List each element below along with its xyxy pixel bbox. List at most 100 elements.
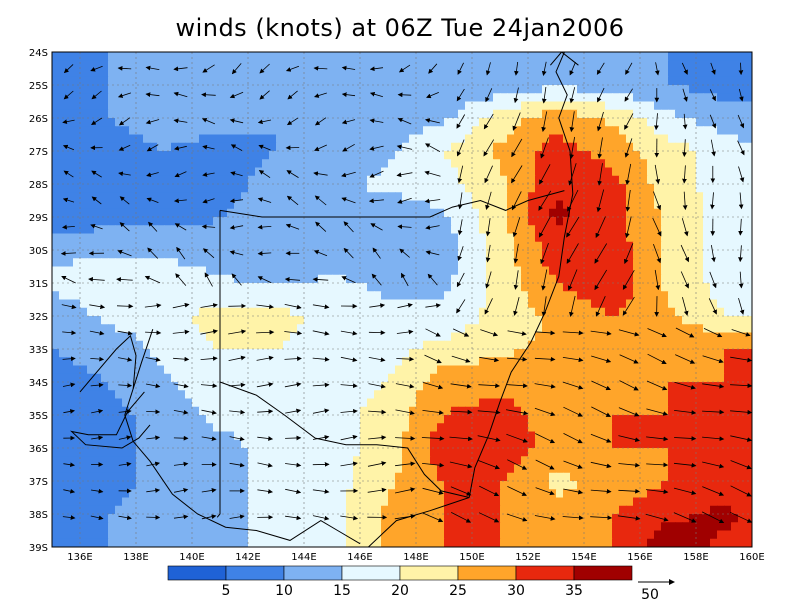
field-cell: [262, 431, 270, 441]
field-cell: [535, 307, 543, 317]
field-cell: [640, 101, 648, 111]
field-cell: [129, 142, 137, 152]
field-cell: [80, 217, 88, 226]
field-cell: [304, 340, 312, 350]
field-cell: [325, 60, 333, 70]
field-cell: [115, 283, 123, 292]
field-cell: [710, 274, 718, 284]
field-cell: [290, 68, 298, 78]
field-cell: [493, 415, 501, 424]
field-cell: [395, 101, 403, 111]
field-cell: [451, 307, 459, 317]
field-cell: [689, 151, 697, 160]
field-cell: [269, 439, 277, 449]
field-cell: [556, 52, 564, 61]
field-cell: [388, 340, 396, 350]
field-cell: [255, 415, 263, 424]
field-cell: [115, 332, 123, 342]
field-cell: [605, 68, 613, 78]
field-cell: [528, 283, 536, 292]
field-cell: [570, 159, 578, 169]
field-cell: [367, 85, 375, 94]
field-cell: [129, 439, 137, 449]
field-cell: [654, 85, 662, 94]
field-cell: [80, 60, 88, 70]
field-cell: [451, 200, 459, 210]
field-cell: [563, 134, 571, 144]
field-cell: [311, 324, 319, 334]
field-cell: [416, 85, 424, 94]
field-cell: [101, 233, 109, 243]
field-cell: [255, 109, 263, 119]
field-cell: [101, 291, 109, 301]
field-cell: [213, 390, 221, 400]
field-cell: [535, 52, 543, 61]
field-cell: [234, 398, 242, 408]
field-cell: [654, 151, 662, 160]
field-cell: [724, 431, 732, 441]
field-cell: [458, 258, 466, 268]
field-cell: [584, 217, 592, 226]
field-cell: [290, 299, 298, 309]
field-cell: [164, 200, 172, 210]
field-cell: [150, 200, 158, 210]
field-cell: [332, 373, 340, 383]
field-cell: [731, 225, 739, 235]
field-cell: [213, 307, 221, 317]
field-cell: [689, 217, 697, 226]
field-cell: [500, 365, 508, 375]
field-cell: [584, 349, 592, 358]
field-cell: [108, 93, 116, 103]
field-cell: [612, 76, 620, 86]
field-cell: [220, 299, 228, 309]
field-cell: [73, 208, 81, 218]
field-cell: [311, 167, 319, 177]
field-cell: [619, 456, 627, 466]
field-cell: [339, 76, 347, 86]
field-cell: [206, 406, 214, 416]
field-cell: [185, 167, 193, 177]
field-cell: [276, 159, 284, 169]
field-cell: [556, 299, 564, 309]
field-cell: [234, 68, 242, 78]
field-cell: [675, 109, 683, 119]
field-cell: [234, 357, 242, 367]
field-cell: [164, 151, 172, 160]
field-cell: [542, 101, 550, 111]
field-cell: [115, 316, 123, 325]
field-cell: [129, 415, 137, 424]
field-cell: [66, 324, 74, 334]
field-cell: [409, 175, 417, 185]
field-cell: [654, 208, 662, 218]
field-cell: [493, 431, 501, 441]
field-cell: [388, 60, 396, 70]
field-cell: [73, 448, 81, 457]
field-cell: [66, 118, 74, 127]
field-cell: [577, 316, 585, 325]
field-cell: [129, 52, 137, 61]
field-cell: [563, 324, 571, 334]
field-cell: [227, 357, 235, 367]
field-cell: [507, 93, 515, 103]
field-cell: [745, 316, 752, 325]
field-cell: [661, 76, 669, 86]
field-cell: [346, 316, 354, 325]
field-cell: [164, 382, 172, 391]
field-cell: [66, 233, 74, 243]
field-cell: [731, 423, 739, 433]
field-cell: [388, 299, 396, 309]
field-cell: [479, 390, 487, 400]
field-cell: [437, 299, 445, 309]
field-cell: [87, 192, 95, 202]
field-cell: [269, 126, 277, 136]
field-cell: [325, 357, 333, 367]
field-cell: [633, 184, 641, 193]
field-cell: [108, 241, 116, 251]
field-cell: [304, 184, 312, 193]
field-cell: [619, 415, 627, 424]
field-cell: [465, 415, 473, 424]
field-cell: [388, 357, 396, 367]
field-cell: [458, 406, 466, 416]
field-cell: [318, 431, 326, 441]
field-cell: [87, 349, 95, 358]
